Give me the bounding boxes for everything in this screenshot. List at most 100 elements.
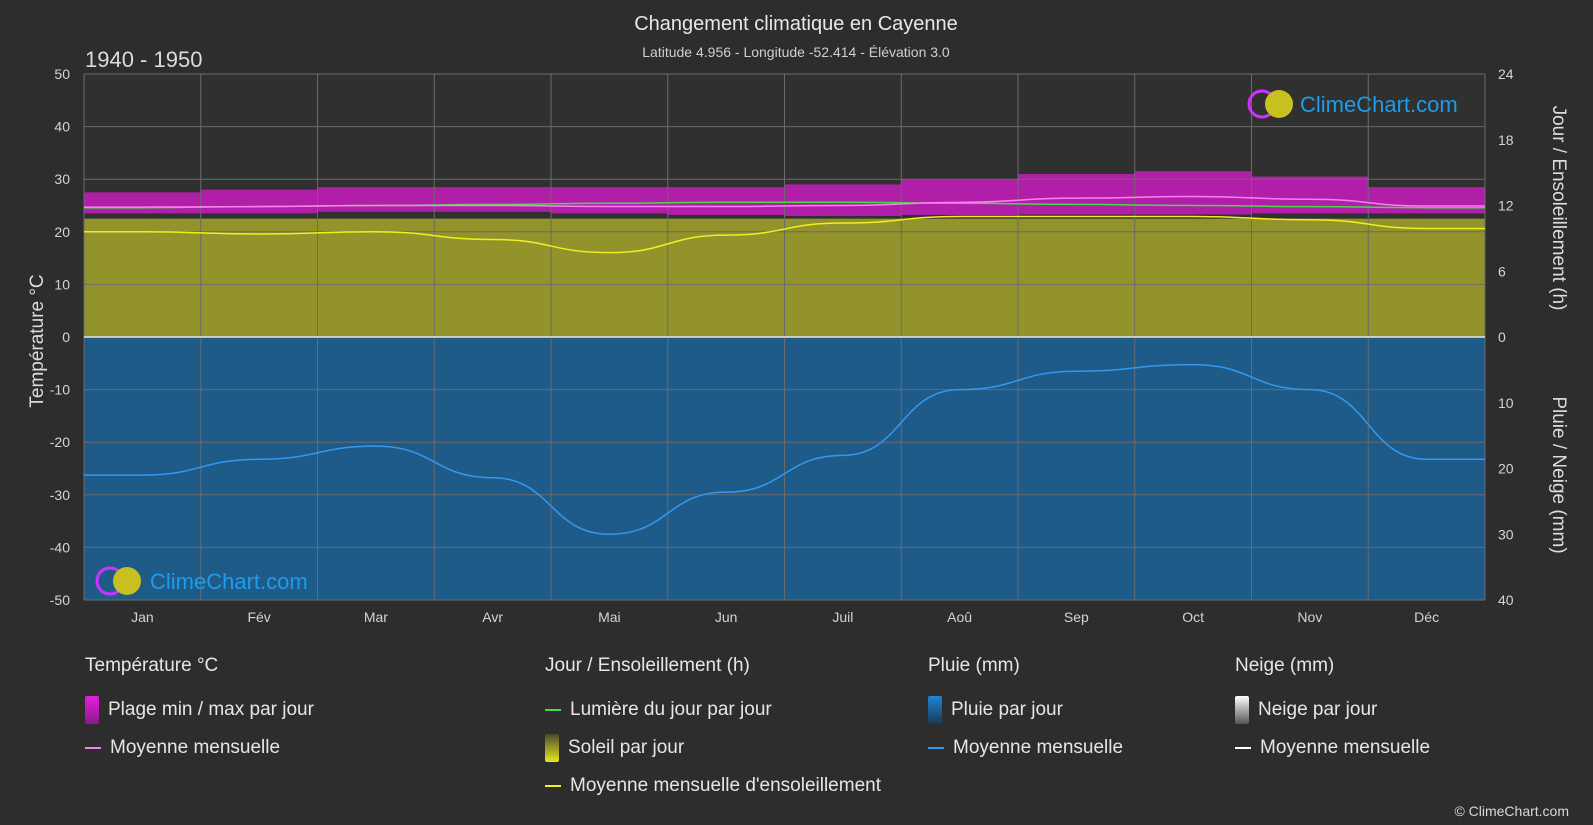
temp-range-Juil	[784, 184, 902, 217]
month-label-Mar: Mar	[364, 609, 388, 625]
rain-swatch	[928, 696, 942, 724]
temp-mean-swatch	[85, 747, 101, 749]
legend-item: Soleil par jour	[545, 729, 881, 767]
rain-bar-Mai	[551, 337, 668, 600]
left-tick-label: -50	[50, 592, 70, 608]
right-top-tick-label: 0	[1498, 329, 1506, 345]
right-bottom-tick-label: 10	[1498, 395, 1514, 411]
sun-bar-Nov	[1251, 218, 1369, 337]
temp-range-Mai	[551, 187, 668, 214]
legend-item: Lumière du jour par jour	[545, 691, 881, 729]
brand-name-top: ClimeChart.com	[1300, 92, 1458, 117]
month-label-Déc: Déc	[1414, 609, 1439, 625]
month-label-Nov: Nov	[1297, 609, 1322, 625]
rain-bar-Jun	[667, 337, 785, 600]
sun-bar-Sep	[1018, 218, 1135, 337]
legend-snow: Neige (mm) Neige par jour Moyenne mensue…	[1235, 655, 1430, 767]
right-axis-bottom-label: Pluie / Neige (mm)	[1548, 396, 1569, 553]
sun-bar-Avr	[434, 218, 551, 337]
rain-bar-Déc	[1368, 337, 1485, 600]
legend-label: Moyenne mensuelle	[1260, 737, 1431, 758]
rain-bar-Oct	[1134, 337, 1252, 600]
rain-bar-Sep	[1018, 337, 1135, 600]
month-label-Jun: Jun	[715, 609, 738, 625]
legend-temperature: Température °C Plage min / max par jour …	[85, 655, 314, 767]
temp-range-Jan	[84, 192, 201, 214]
right-bottom-tick-label: 30	[1498, 526, 1514, 542]
brand-logo-top: ClimeChart.com	[1247, 89, 1458, 119]
logo-globe-icon	[113, 567, 141, 595]
right-top-tick-label: 6	[1498, 263, 1506, 279]
right-axis-top-label: Jour / Ensoleillement (h)	[1548, 106, 1569, 311]
sun-bar-Déc	[1368, 218, 1485, 337]
logo-globe-icon	[1265, 90, 1293, 118]
rain-bar-Mar	[317, 337, 435, 600]
right-bottom-tick-label: 40	[1498, 592, 1514, 608]
left-tick-label: 0	[62, 329, 70, 345]
chart-title: Changement climatique en Cayenne	[634, 13, 958, 35]
legend-item: Moyenne mensuelle	[928, 729, 1123, 767]
chart-subtitle: Latitude 4.956 - Longitude -52.414 - Élé…	[642, 44, 950, 60]
temp-range-Jun	[667, 187, 785, 215]
month-label-Oct: Oct	[1182, 609, 1204, 625]
temp-range-Nov	[1251, 176, 1369, 214]
sun-bar-Fév	[200, 218, 318, 337]
right-top-tick-label: 12	[1498, 198, 1514, 214]
legend-snow-title: Neige (mm)	[1235, 655, 1335, 676]
rain-mean-swatch	[928, 747, 944, 749]
sun-bar-Jan	[84, 218, 201, 337]
legend-sunshine-title: Jour / Ensoleillement (h)	[545, 655, 750, 676]
brand-logo-bottom: ClimeChart.com	[95, 566, 308, 596]
left-tick-label: -10	[50, 382, 70, 398]
legend-label: Soleil par jour	[568, 737, 685, 758]
temp-range-Fév	[200, 189, 318, 214]
snow-mean-swatch	[1235, 747, 1251, 749]
daylight-swatch	[545, 709, 561, 711]
month-label-Sep: Sep	[1064, 609, 1089, 625]
sun-bar-Juil	[784, 218, 902, 337]
legend-label: Plage min / max par jour	[108, 699, 314, 720]
sunshine-mean-line	[83, 215, 1486, 254]
legend-label: Neige par jour	[1258, 699, 1378, 720]
plot-area: 50 40 30 20 10 0 -10 -20 -30 -40 -50 24 18 12 6 0 10 20 30…	[50, 66, 1514, 625]
rain-bar-Fév	[200, 337, 318, 600]
legend-item: Moyenne mensuelle	[1235, 729, 1430, 767]
sun-bar-Jun	[667, 218, 785, 337]
sun-swatch	[545, 734, 559, 762]
month-label-Fév: Fév	[247, 609, 270, 625]
legend-label: Moyenne mensuelle	[110, 737, 281, 758]
temperature-mean-line	[83, 195, 1485, 208]
legend-item: Neige par jour	[1235, 691, 1430, 729]
rain-bar-Aoû	[901, 337, 1018, 600]
month-label-Aoû: Aoû	[947, 609, 972, 625]
left-axis-label: Température °C	[27, 274, 48, 407]
left-tick-label: 50	[54, 66, 70, 82]
legend-item: Moyenne mensuelle	[85, 729, 314, 767]
left-tick-label: -40	[50, 539, 70, 555]
legend-label: Moyenne mensuelle	[953, 737, 1124, 758]
month-label-Juil: Juil	[832, 609, 853, 625]
rain-bar-Juil	[784, 337, 902, 600]
legend-label: Pluie par jour	[951, 699, 1063, 720]
temp-range-Mar	[317, 187, 435, 212]
rain-bar-Nov	[1251, 337, 1369, 600]
sun-bar-Mai	[551, 218, 668, 337]
legend-label: Lumière du jour par jour	[570, 699, 772, 720]
sun-bar-Mar	[317, 218, 435, 337]
sun-bar-Aoû	[901, 218, 1018, 337]
left-tick-label: 10	[54, 276, 70, 292]
left-tick-label: 40	[54, 119, 70, 135]
temp-range-Sep	[1018, 173, 1135, 215]
month-label-Jan: Jan	[131, 609, 154, 625]
rain-bar-Jan	[84, 337, 201, 600]
rain-mean-line	[83, 363, 1485, 536]
temp-range-Oct	[1134, 171, 1252, 215]
legend-label: Moyenne mensuelle d'ensoleillement	[570, 775, 881, 796]
right-top-tick-label: 18	[1498, 132, 1514, 148]
legend-item: Pluie par jour	[928, 691, 1123, 729]
right-top-tick-label: 24	[1498, 66, 1514, 82]
temp-range-Avr	[434, 187, 551, 212]
brand-name-bottom: ClimeChart.com	[150, 569, 308, 594]
legend-item: Plage min / max par jour	[85, 691, 314, 729]
